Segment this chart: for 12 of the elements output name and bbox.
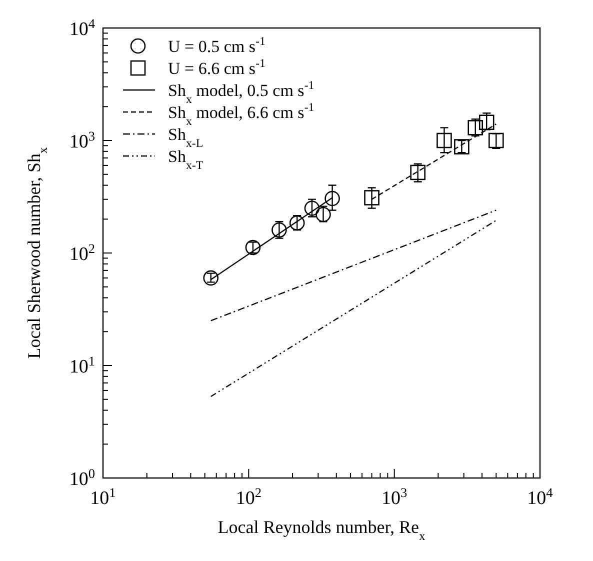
legend-label: U = 6.6 cm s$^{-1}$ [168, 56, 266, 78]
y-tick-label: 10$^{4}$ [69, 16, 96, 40]
x-tick-label: 10$^{2}$ [236, 484, 262, 509]
y-tick-label: 10$^{1}$ [69, 353, 95, 378]
x-axis-title: Local Reynolds number, Re$_{x}$ [218, 517, 426, 543]
y-tick-label: 10$^{3}$ [69, 128, 96, 152]
legend-label: Sh$_{x-T}$ [168, 147, 204, 172]
legend-label: U = 0.5 cm s$^{-1}$ [168, 34, 266, 56]
y-tick-label: 10$^{2}$ [69, 240, 95, 265]
x-tick-label: 10$^{3}$ [382, 484, 408, 509]
x-tick-label: 10$^{4}$ [527, 484, 554, 509]
legend-label: Sh$_{x-L}$ [168, 125, 204, 150]
